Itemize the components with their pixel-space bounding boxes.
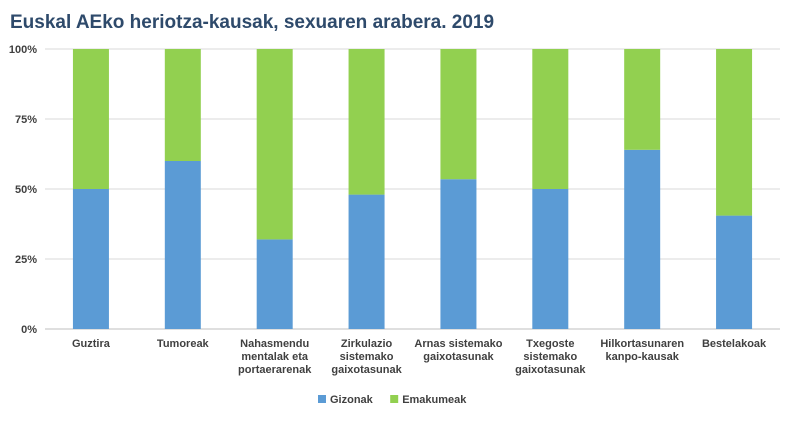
legend-swatch-gizonak bbox=[318, 395, 326, 403]
x-category-label-line: sistemako bbox=[523, 351, 577, 363]
x-category-label: Zirkulazio sistemako gaixotasunak bbox=[331, 338, 402, 376]
x-category-label-line: Guztira bbox=[72, 338, 111, 350]
bar-gizonak[interactable] bbox=[348, 194, 385, 329]
bar-emakumeak[interactable] bbox=[348, 49, 385, 195]
bar-emakumeak[interactable] bbox=[72, 49, 109, 189]
x-category-label-line: kanpo-kausak bbox=[606, 351, 680, 363]
x-category-label-line: gaixotasunak bbox=[423, 351, 494, 363]
x-category-label: Guztira bbox=[72, 338, 111, 350]
y-tick-label: 50% bbox=[15, 184, 37, 196]
bar-emakumeak[interactable] bbox=[164, 49, 201, 161]
x-category-label: Nahasmendu mentalak eta portaerarenak bbox=[238, 338, 312, 376]
legend-label-emakumeak: Emakumeak bbox=[402, 394, 467, 406]
bar-gizonak[interactable] bbox=[532, 189, 569, 329]
x-category-label-line: Nahasmendu bbox=[240, 338, 309, 350]
x-category-label-line: gaixotasunak bbox=[331, 364, 402, 376]
x-category-label-line: gaixotasunak bbox=[515, 364, 586, 376]
bar-gizonak[interactable] bbox=[440, 179, 477, 329]
x-category-label-line: Hilkortasunaren bbox=[600, 338, 684, 350]
bar-emakumeak[interactable] bbox=[440, 49, 477, 180]
bar-emakumeak[interactable] bbox=[624, 49, 661, 150]
x-category-label-line: Arnas sistemako bbox=[414, 338, 502, 350]
legend-label-gizonak: Gizonak bbox=[330, 394, 374, 406]
y-tick-label: 0% bbox=[21, 324, 37, 336]
bar-gizonak[interactable] bbox=[716, 215, 753, 329]
x-category-label: Txegoste sistemako gaixotasunak bbox=[515, 338, 586, 376]
bar-gizonak[interactable] bbox=[256, 239, 293, 329]
x-category-label-line: Txegoste bbox=[526, 338, 574, 350]
x-category-label: Bestelakoak bbox=[702, 338, 767, 350]
legend-swatch-emakumeak bbox=[390, 395, 399, 403]
x-category-label-line: mentalak eta bbox=[241, 351, 309, 363]
bar-emakumeak[interactable] bbox=[256, 49, 293, 240]
y-tick-label: 100% bbox=[9, 44, 37, 56]
bar-emakumeak[interactable] bbox=[716, 49, 753, 216]
x-category-label-line: Tumoreak bbox=[157, 338, 210, 350]
x-category-label: Tumoreak bbox=[157, 338, 210, 350]
bar-gizonak[interactable] bbox=[164, 161, 201, 329]
bar-emakumeak[interactable] bbox=[532, 49, 569, 189]
y-tick-label: 25% bbox=[15, 254, 37, 266]
x-category-label-line: Zirkulazio bbox=[341, 338, 393, 350]
y-tick-label: 75% bbox=[15, 114, 37, 126]
x-category-label-line: portaerarenak bbox=[238, 364, 312, 376]
x-category-label-line: sistemako bbox=[340, 351, 394, 363]
chart-title: Euskal AEko heriotza-kausak, sexuaren ar… bbox=[10, 12, 495, 33]
x-category-label-line: Bestelakoak bbox=[702, 338, 767, 350]
x-category-label: Arnas sistemako gaixotasunak bbox=[414, 338, 502, 363]
bar-gizonak[interactable] bbox=[72, 189, 109, 329]
bar-gizonak[interactable] bbox=[624, 149, 661, 329]
x-category-label: Hilkortasunaren kanpo-kausak bbox=[600, 338, 684, 363]
